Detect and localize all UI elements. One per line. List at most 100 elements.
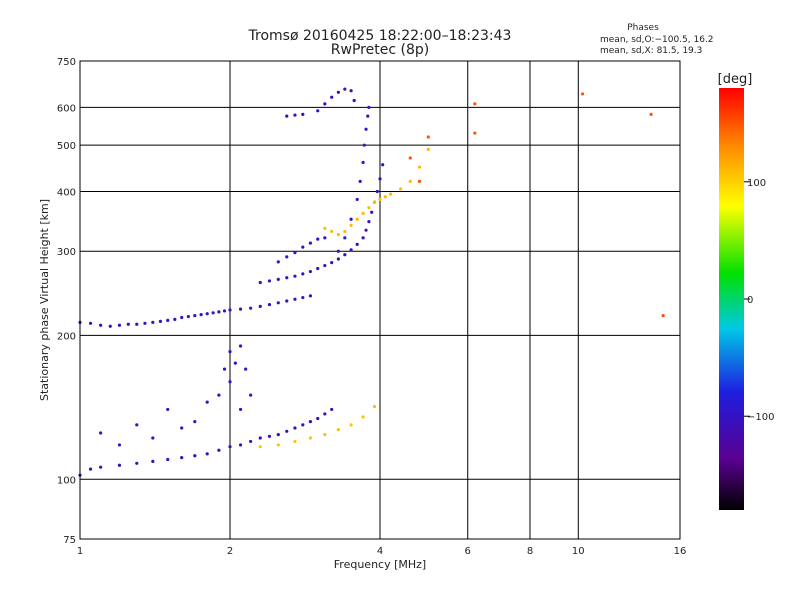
data-point: [126, 322, 130, 326]
data-point: [349, 223, 353, 227]
data-point: [276, 260, 280, 264]
data-point: [135, 322, 139, 326]
data-point: [117, 463, 122, 467]
phases-note-line1: mean, sd,O:−100.5, 16.2: [600, 35, 714, 45]
y-axis-label: Stationary phase Virtual Height [km]: [38, 199, 51, 401]
colorbar-ticks: 100 0 −100: [744, 178, 774, 423]
data-point: [580, 92, 585, 96]
data-point: [343, 236, 347, 240]
data-point: [308, 269, 313, 274]
data-point: [367, 105, 371, 109]
data-point: [276, 277, 280, 281]
data-point: [211, 311, 215, 315]
data-point: [117, 323, 122, 327]
data-point: [336, 257, 340, 261]
data-point: [222, 309, 227, 313]
data-point: [473, 102, 477, 106]
data-point: [355, 242, 359, 247]
data-point: [355, 217, 359, 221]
data-point: [336, 90, 340, 94]
data-point: [151, 459, 155, 463]
data-point: [258, 304, 262, 308]
data-point: [233, 361, 237, 365]
data-point: [217, 393, 221, 397]
colorbar-label: [deg]: [718, 72, 753, 87]
data-point: [352, 98, 356, 103]
data-point: [293, 113, 297, 117]
data-point: [293, 426, 297, 430]
data-point: [238, 407, 243, 412]
data-point: [276, 301, 280, 305]
data-point: [362, 143, 366, 147]
data-point: [426, 147, 430, 151]
data-point: [173, 317, 177, 322]
data-point: [186, 314, 190, 319]
points-layer: [78, 87, 665, 477]
phases-note-line2: mean, sd,X: 81.5, 19.3: [600, 46, 702, 56]
data-point: [99, 323, 103, 327]
data-point: [358, 179, 362, 183]
data-point: [323, 226, 327, 230]
data-point: [308, 420, 313, 424]
data-point: [426, 135, 430, 139]
data-point: [361, 211, 365, 215]
data-point: [370, 210, 374, 214]
data-point: [228, 349, 232, 354]
data-point: [258, 280, 262, 285]
data-point: [258, 436, 262, 440]
data-point: [151, 320, 155, 324]
data-point: [88, 321, 93, 325]
data-point: [349, 89, 353, 93]
data-point: [99, 431, 103, 435]
data-point: [316, 109, 320, 113]
data-point: [301, 112, 305, 116]
data-point: [349, 217, 353, 221]
data-point: [238, 307, 243, 311]
data-point: [285, 114, 289, 118]
data-point: [293, 251, 297, 255]
data-point: [408, 156, 412, 160]
y-tick-label: 100: [57, 475, 76, 486]
data-point: [228, 380, 232, 384]
data-point: [323, 433, 327, 437]
data-point: [285, 276, 289, 280]
data-point: [349, 423, 353, 427]
data-point: [193, 420, 197, 424]
data-point: [143, 321, 147, 325]
data-point: [388, 192, 393, 196]
data-point: [228, 445, 232, 449]
x-tick-label: 4: [377, 546, 383, 557]
data-point: [661, 314, 665, 318]
data-point: [323, 412, 327, 416]
data-point: [285, 255, 289, 259]
data-point: [217, 448, 221, 452]
data-point: [343, 229, 347, 234]
data-point: [330, 260, 334, 265]
data-point: [166, 457, 170, 462]
data-point: [372, 200, 377, 204]
data-point: [293, 439, 297, 444]
data-point: [308, 294, 313, 298]
data-point: [372, 404, 377, 409]
data-point: [135, 423, 139, 427]
data-point: [205, 400, 209, 404]
data-point: [166, 407, 170, 412]
data-point: [258, 445, 262, 449]
data-point: [301, 295, 305, 300]
data-point: [336, 249, 340, 253]
data-point: [473, 131, 477, 135]
data-point: [375, 189, 379, 194]
data-point: [308, 436, 313, 440]
data-point: [249, 439, 253, 444]
data-point: [367, 220, 371, 224]
y-tick-label: 400: [57, 187, 76, 198]
data-point: [378, 197, 382, 202]
data-point: [285, 429, 289, 433]
data-point: [217, 310, 221, 314]
data-point: [285, 299, 289, 303]
data-point: [364, 228, 368, 232]
data-point: [158, 319, 163, 323]
colorbar-tick-label: 0: [747, 295, 753, 306]
data-point: [117, 443, 122, 447]
